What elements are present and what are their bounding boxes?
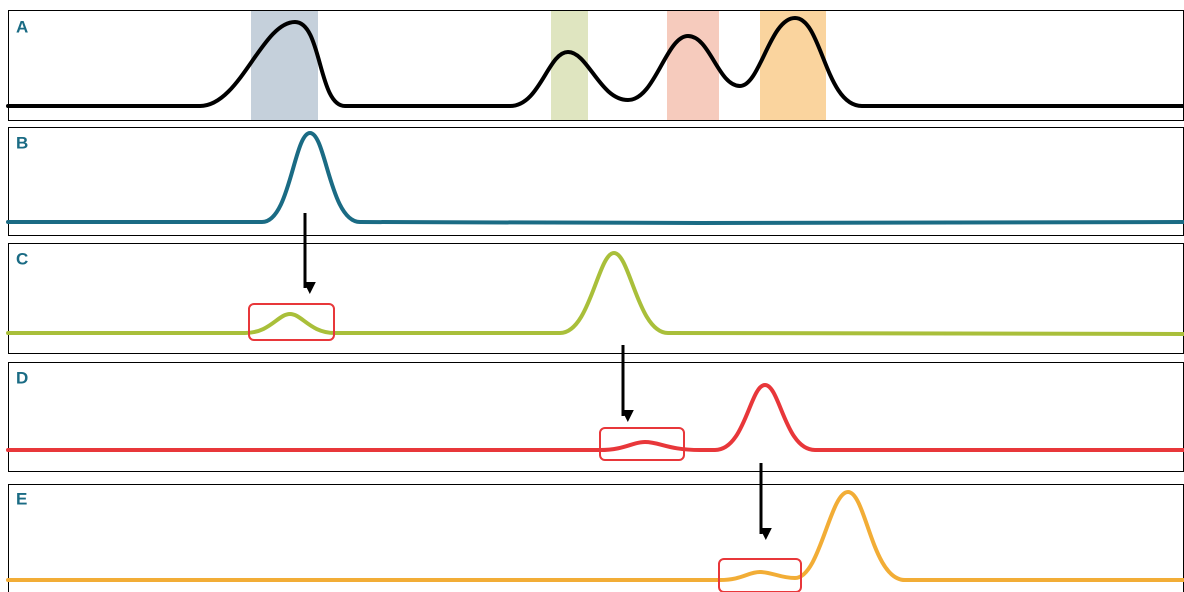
trace [6,251,1184,336]
trace [6,131,1184,225]
panel-label: D [16,368,28,387]
highlight-band [667,10,719,120]
panel-label: C [16,249,28,268]
highlight-band [760,10,826,120]
panel-frame [8,243,1184,354]
trace [6,490,1184,582]
panel-label: E [16,489,27,508]
panel-frame [8,362,1184,472]
panel-b: B [6,127,1184,236]
panel-c: C [6,243,1184,354]
highlight-box [599,427,685,461]
trace [6,383,1184,452]
highlight-band [551,10,588,120]
panel-frame [8,484,1184,592]
trace [6,16,1184,108]
panel-label: A [16,17,28,36]
panel-e: E [6,484,1184,592]
panel-label: B [16,133,28,152]
highlight-box [718,558,802,592]
highlight-box [248,303,335,341]
panel-a: A [6,10,1184,121]
panel-d: D [6,362,1184,472]
panel-frame [8,127,1184,236]
